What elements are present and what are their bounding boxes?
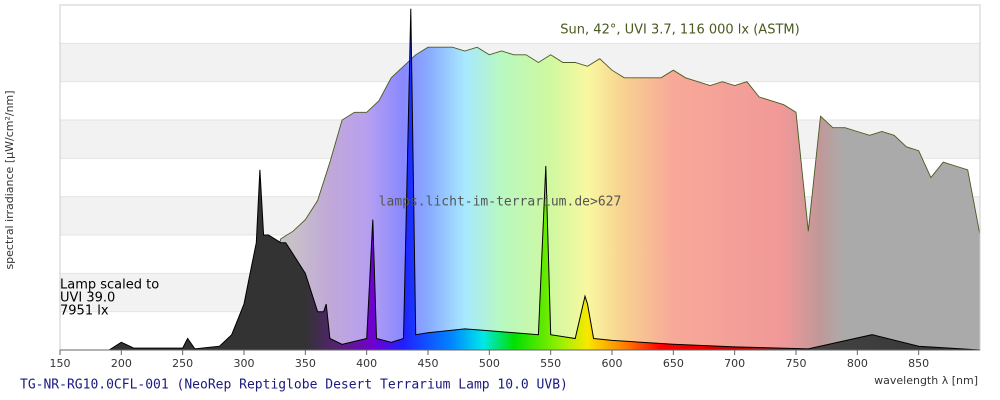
lamp-lux: 7951 lx bbox=[60, 304, 109, 319]
x-tick-label: 750 bbox=[786, 357, 807, 370]
x-tick-label: 700 bbox=[724, 357, 745, 370]
series-line bbox=[108, 8, 981, 351]
x-tick-label: 150 bbox=[50, 357, 71, 370]
x-tick-label: 200 bbox=[111, 357, 132, 370]
series-area bbox=[231, 47, 980, 350]
x-tick-label: 400 bbox=[356, 357, 377, 370]
x-tick-label: 600 bbox=[602, 357, 623, 370]
x-tick-label: 800 bbox=[847, 357, 868, 370]
series-area bbox=[109, 8, 981, 351]
x-axis-label: wavelength λ [nm] bbox=[874, 374, 978, 387]
sun-label: Sun, 42°, UVI 3.7, 116 000 lx (ASTM) bbox=[560, 23, 799, 38]
x-tick-label: 650 bbox=[663, 357, 684, 370]
series-line bbox=[231, 46, 981, 351]
x-tick-label: 850 bbox=[908, 357, 929, 370]
watermark: lamps.licht-im-terrarium.de>627 bbox=[379, 195, 622, 210]
lamp-uvi: UVI 39.0 bbox=[60, 291, 115, 306]
x-tick-label: 550 bbox=[540, 357, 561, 370]
x-tick-label: 300 bbox=[234, 357, 255, 370]
x-tick-label: 450 bbox=[418, 357, 439, 370]
x-tick-label: 500 bbox=[479, 357, 500, 370]
chart-title: TG-NR-RG10.0CFL-001 (NeoRep Reptiglobe D… bbox=[20, 378, 568, 393]
areas bbox=[108, 8, 981, 351]
x-tick-label: 350 bbox=[295, 357, 316, 370]
lamp-label: Lamp scaled to bbox=[60, 278, 159, 293]
y-axis-label: spectral irradiance [µW/cm²/nm] bbox=[3, 90, 16, 269]
x-tick-label: 250 bbox=[172, 357, 193, 370]
